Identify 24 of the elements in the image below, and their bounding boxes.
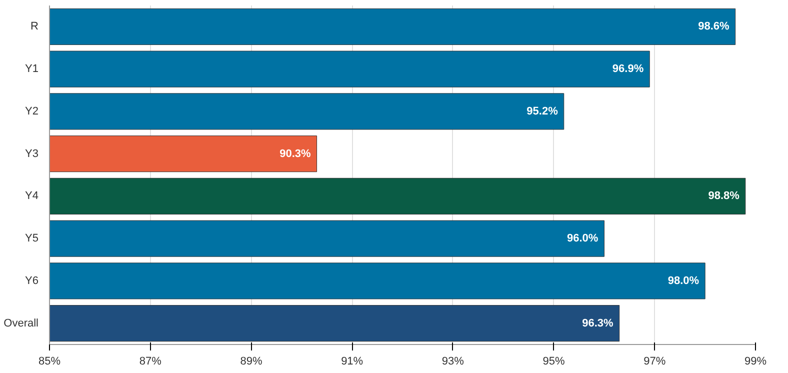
y-tick-label: R [30, 20, 39, 33]
x-tick-label: 99% [744, 356, 767, 368]
y-tick-label: Overall [4, 317, 38, 330]
data-label: 98.6% [698, 20, 730, 33]
data-label: 98.8% [708, 190, 740, 202]
data-label: 96.9% [612, 63, 644, 76]
y-tick-label: Y4 [25, 190, 39, 202]
data-label: 96.0% [567, 232, 598, 245]
data-label: 96.3% [582, 317, 614, 330]
x-tick-label: 89% [240, 356, 262, 368]
x-tick-label: 93% [442, 356, 464, 368]
data-label: 90.3% [280, 148, 311, 160]
y-tick-label: Y1 [25, 63, 39, 76]
y-tick-label: Y5 [25, 232, 39, 245]
x-tick-label: 91% [341, 356, 364, 368]
data-label: 98.0% [668, 274, 700, 287]
x-tick-label: 95% [542, 356, 566, 368]
y-tick-label: Y6 [25, 274, 39, 287]
x-tick-label: 97% [644, 356, 666, 368]
x-tick-label: 87% [139, 356, 162, 368]
x-tick-label: 85% [38, 356, 61, 368]
y-tick-label: Y2 [25, 105, 39, 118]
data-label: 95.2% [526, 105, 558, 118]
y-tick-label: Y3 [25, 148, 39, 160]
